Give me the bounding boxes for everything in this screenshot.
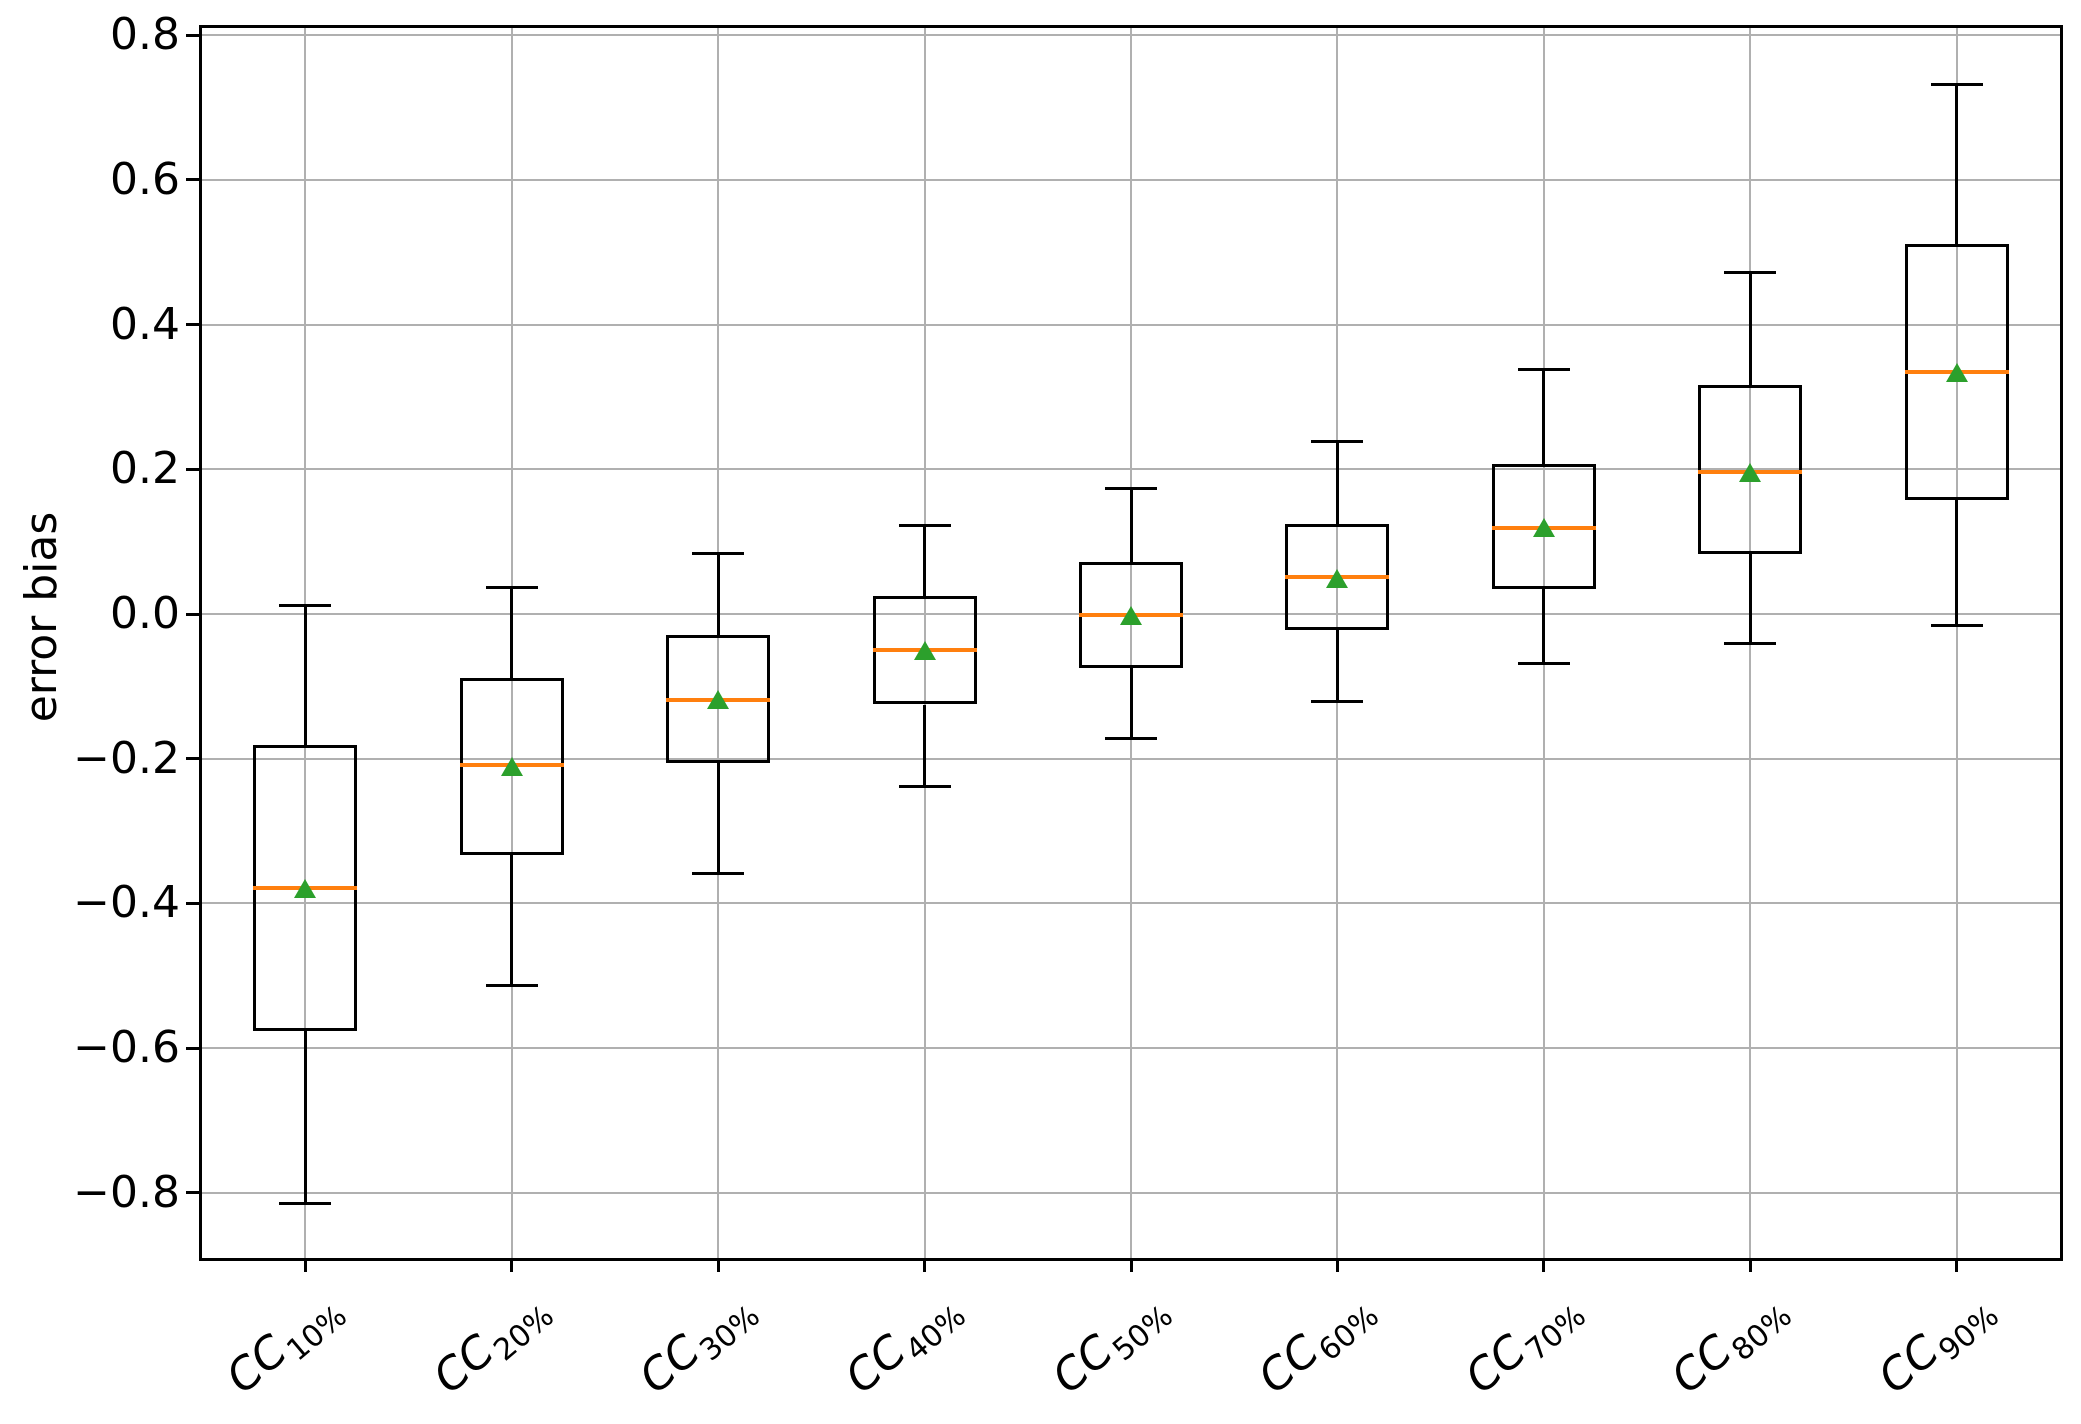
whisker-upper-CC80% [1748,272,1752,386]
whisker-upper-CC60% [1335,441,1339,525]
whisker-cap-upper-CC70% [1517,368,1570,371]
y-tick [186,1046,200,1050]
whisker-upper-CC70% [1542,369,1546,464]
whisker-cap-lower-CC40% [898,785,951,789]
y-tick-label: −0.2 [73,732,180,784]
x-tick [1129,1258,1133,1272]
x-tick-label: CC40% [836,1284,973,1405]
y-tick-label: −0.8 [73,1166,180,1218]
whisker-cap-upper-CC20% [485,585,538,589]
y-tick-label: −0.6 [73,1022,180,1074]
y-tick [186,1191,200,1195]
mean-marker-CC40% [913,641,936,661]
whisker-cap-lower-CC20% [485,984,538,988]
whisker-lower-CC60% [1335,629,1339,702]
x-tick-label: CC70% [1456,1284,1593,1405]
whisker-cap-lower-CC70% [1517,661,1570,665]
mean-marker-CC30% [707,690,730,710]
mean-marker-CC20% [500,757,523,776]
whisker-upper-CC10% [303,605,307,746]
x-tick [510,1258,514,1272]
whisker-upper-CC20% [510,587,514,678]
mean-marker-CC70% [1532,518,1555,538]
whisker-cap-upper-CC40% [898,523,951,527]
whisker-upper-CC90% [1955,84,1959,244]
y-tick [186,33,200,37]
y-tick-label: 0.0 [110,588,180,640]
y-tick [186,757,200,761]
x-tick [1748,1258,1752,1272]
gridline-vertical [717,28,720,1258]
y-tick [186,178,200,182]
y-tick-label: 0.8 [110,9,180,61]
x-tick-label: CC20% [423,1284,560,1405]
whisker-cap-lower-CC10% [279,1201,332,1205]
whisker-lower-CC90% [1955,499,1959,626]
x-tick-label: CC60% [1249,1284,1386,1405]
whisker-lower-CC20% [510,854,514,986]
y-tick-label: 0.4 [110,298,180,350]
x-tick [1335,1258,1339,1272]
plot-area [199,25,2063,1261]
whisker-cap-lower-CC60% [1311,700,1364,704]
y-tick [186,612,200,616]
whisker-lower-CC50% [1129,667,1133,739]
whisker-cap-upper-CC60% [1311,439,1364,443]
x-tick [1542,1258,1546,1272]
gridline-vertical [1130,28,1132,1258]
whisker-cap-upper-CC50% [1105,486,1157,490]
x-tick [716,1258,720,1272]
y-tick-label: 0.6 [110,153,180,205]
y-tick [186,467,200,471]
mean-marker-CC10% [294,878,317,898]
whisker-cap-upper-CC80% [1724,271,1777,275]
x-tick-label: CC50% [1043,1284,1180,1405]
whisker-lower-CC40% [923,704,927,787]
y-tick [186,901,200,905]
whisker-cap-lower-CC80% [1724,642,1777,646]
mean-marker-CC90% [1945,362,1968,382]
x-tick-label: CC30% [630,1284,767,1405]
whisker-lower-CC10% [303,1030,307,1203]
x-tick [1955,1258,1959,1272]
whisker-cap-upper-CC30% [692,551,745,555]
whisker-lower-CC70% [1542,589,1546,664]
x-tick-label: CC10% [217,1284,354,1405]
whisker-lower-CC30% [716,763,720,874]
whisker-cap-lower-CC30% [692,872,745,876]
mean-marker-CC60% [1326,568,1349,588]
whisker-cap-lower-CC50% [1105,737,1157,740]
x-tick-label: CC90% [1869,1284,2006,1405]
whisker-upper-CC40% [923,525,927,596]
whisker-cap-upper-CC10% [279,603,332,607]
whisker-lower-CC80% [1748,554,1752,644]
x-tick [923,1258,927,1272]
whisker-cap-upper-CC90% [1930,82,1983,86]
y-tick [186,323,200,327]
x-tick-label: CC80% [1662,1284,1799,1405]
y-tick-label: 0.2 [110,443,180,495]
y-tick-label: −0.4 [73,877,180,929]
mean-marker-CC50% [1120,605,1142,625]
mean-marker-CC80% [1739,462,1762,482]
whisker-cap-lower-CC90% [1930,624,1983,628]
whisker-upper-CC50% [1129,488,1133,562]
x-tick [303,1258,307,1272]
whisker-upper-CC30% [716,553,720,636]
gridline-vertical [1955,28,1958,1258]
